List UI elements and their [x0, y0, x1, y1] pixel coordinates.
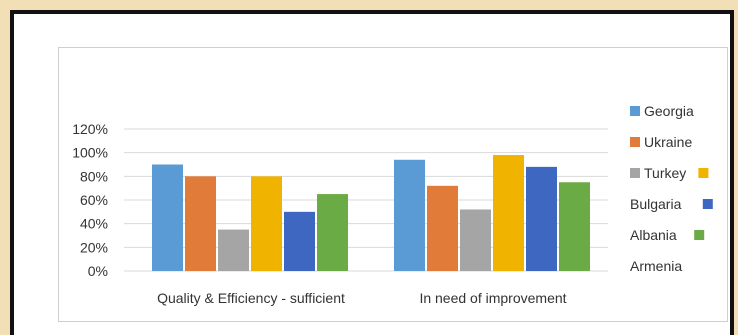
bar [427, 185, 458, 271]
bar [460, 209, 491, 271]
bar [559, 182, 590, 271]
legend-swatch [698, 168, 709, 178]
bar [218, 229, 249, 271]
x-category-label: Quality & Efficiency - sufficient [157, 290, 345, 306]
x-category-label: In need of improvement [419, 290, 566, 306]
legend-swatch [630, 168, 640, 178]
bar [317, 194, 348, 271]
bar [526, 166, 557, 271]
y-tick-label: 0% [88, 263, 108, 279]
bar [284, 211, 315, 271]
y-tick-label: 60% [80, 192, 108, 208]
legend-label: Armenia [630, 258, 682, 274]
legend-label: Albania [630, 227, 677, 243]
bar [152, 164, 183, 271]
bar [185, 176, 216, 271]
legend-swatch [694, 230, 705, 240]
y-tick-label: 100% [72, 145, 108, 161]
legend-label: Ukraine [644, 134, 692, 150]
y-tick-label: 120% [72, 121, 108, 137]
legend-swatch [630, 137, 640, 147]
legend-label: Bulgaria [630, 196, 682, 212]
bar [493, 155, 524, 271]
legend-swatch [630, 106, 640, 116]
bar [394, 159, 425, 271]
legend-label: Turkey [644, 165, 686, 181]
y-tick-label: 20% [80, 239, 108, 255]
legend-label: Georgia [644, 103, 694, 119]
y-tick-label: 80% [80, 168, 108, 184]
y-tick-label: 40% [80, 216, 108, 232]
legend-swatch [702, 199, 713, 209]
bar [251, 176, 282, 271]
